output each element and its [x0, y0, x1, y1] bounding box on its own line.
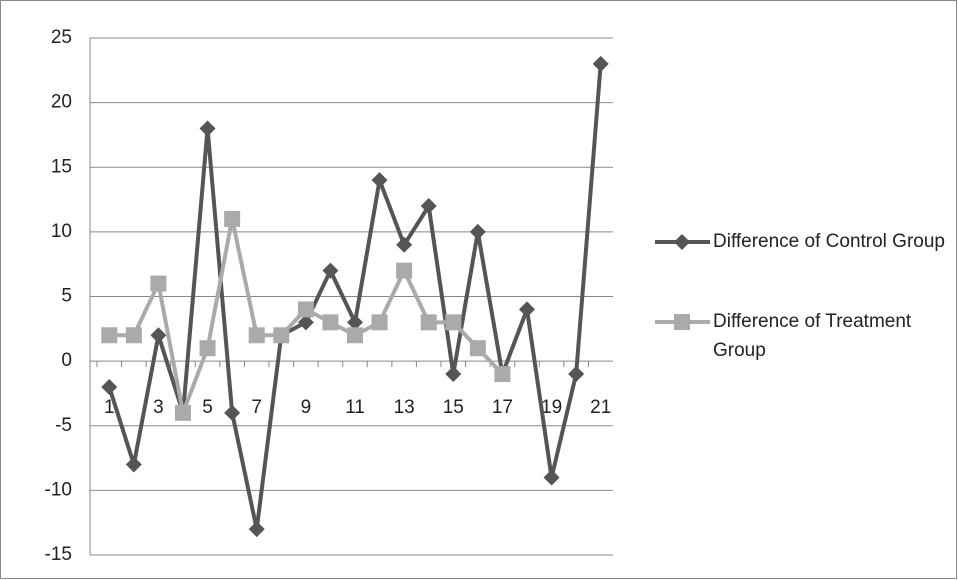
x-tick-label: 5 — [202, 397, 213, 418]
marker — [273, 327, 290, 344]
marker — [494, 366, 511, 383]
marker — [150, 275, 167, 292]
marker — [199, 340, 216, 357]
x-tick-label: 3 — [153, 397, 164, 418]
marker — [371, 172, 388, 189]
marker — [297, 301, 314, 318]
marker — [519, 301, 535, 318]
legend-swatch-marker — [674, 314, 690, 330]
marker — [125, 456, 142, 473]
marker — [175, 404, 191, 421]
marker — [224, 404, 241, 421]
y-tick-label: 5 — [61, 286, 72, 307]
y-tick-label: 10 — [51, 221, 72, 242]
marker — [125, 327, 142, 344]
marker — [297, 314, 314, 331]
marker — [347, 314, 363, 331]
y-tick-label: 20 — [51, 92, 72, 113]
marker — [150, 327, 167, 344]
x-tick-label: 21 — [590, 397, 611, 418]
y-tick-label: 25 — [51, 27, 72, 48]
y-tick-label: -5 — [55, 415, 72, 436]
marker — [248, 521, 265, 538]
marker — [568, 366, 585, 383]
marker — [322, 314, 339, 331]
y-tick-label: 0 — [61, 350, 72, 371]
y-tick-label: -10 — [45, 479, 72, 500]
marker — [371, 314, 388, 331]
marker — [347, 327, 363, 344]
x-tick-label: 7 — [251, 397, 262, 418]
marker — [445, 314, 462, 331]
x-tick-label: 9 — [301, 397, 312, 418]
marker — [199, 120, 216, 137]
marker — [322, 262, 339, 279]
marker — [469, 223, 486, 240]
marker — [101, 378, 118, 395]
y-tick-label: 15 — [51, 156, 72, 177]
marker — [469, 340, 486, 357]
x-tick-label: 13 — [394, 397, 415, 418]
x-tick-label: 17 — [492, 397, 513, 418]
x-tick-label: 11 — [345, 397, 365, 418]
legend-label: Difference of Control Group — [713, 231, 945, 252]
marker — [592, 55, 609, 72]
x-tick-label: 1 — [104, 397, 115, 418]
marker — [420, 198, 437, 215]
marker — [543, 469, 560, 486]
legend-label: Difference of Treatment Group — [713, 311, 912, 361]
marker — [396, 236, 413, 253]
marker — [101, 327, 118, 344]
marker — [420, 314, 437, 331]
marker — [248, 327, 265, 344]
legend-swatch-marker — [674, 234, 690, 250]
y-tick-label: -15 — [45, 544, 72, 565]
x-tick-label: 15 — [443, 397, 464, 418]
marker — [396, 262, 413, 279]
marker — [445, 366, 462, 383]
x-tick-label: 19 — [541, 397, 562, 418]
marker — [224, 210, 241, 227]
